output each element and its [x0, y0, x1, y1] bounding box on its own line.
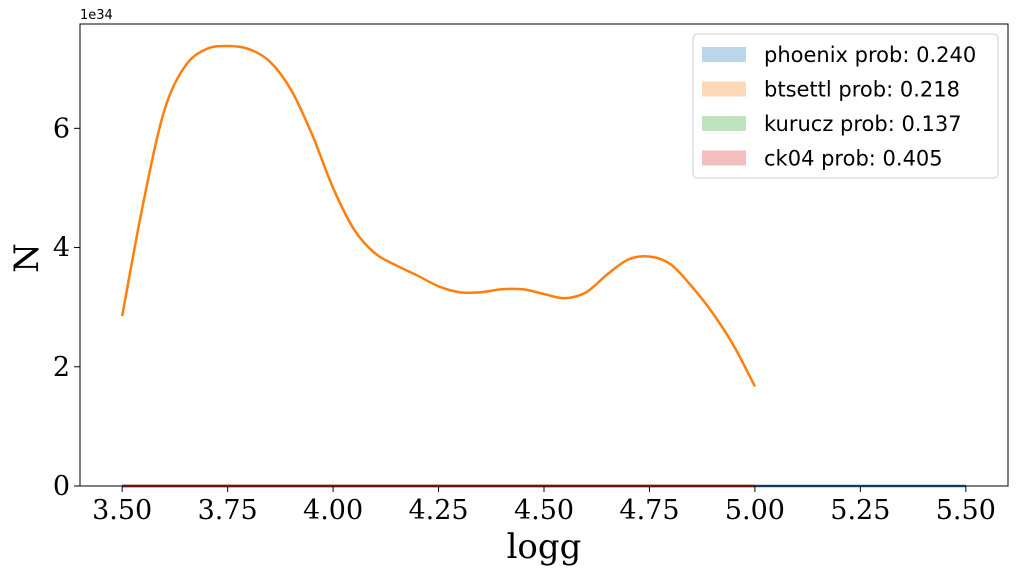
x-tick-label: 5.00	[725, 495, 785, 526]
x-tick-label: 3.50	[92, 495, 152, 526]
y-axis-ticks: 0 2 4 6	[53, 113, 80, 502]
y-tick-label: 2	[53, 352, 70, 383]
y-tick-label: 4	[53, 233, 70, 264]
x-tick-label: 3.75	[198, 495, 258, 526]
x-tick-label: 4.50	[514, 495, 574, 526]
series-line-btsettl	[120, 44, 757, 388]
y-axis-label: N	[7, 243, 47, 273]
legend-label: kurucz prob: 0.137	[764, 112, 962, 136]
y-tick-label: 0	[53, 471, 70, 502]
x-tick-label: 4.75	[619, 495, 679, 526]
legend-swatch	[702, 47, 746, 62]
legend-label: ck04 prob: 0.405	[764, 147, 943, 171]
x-axis-label: logg	[507, 527, 582, 567]
x-tick-label: 4.25	[408, 495, 468, 526]
legend-swatch	[702, 150, 746, 166]
legend-label: phoenix prob: 0.240	[764, 43, 976, 67]
x-tick-label: 5.50	[936, 495, 996, 526]
y-offset-text: 1e34	[80, 8, 113, 23]
legend: phoenix prob: 0.240 btsettl prob: 0.218 ku…	[692, 33, 999, 179]
y-tick-label: 6	[53, 113, 70, 144]
x-axis-ticks: 3.50 3.75 4.00 4.25 4.50 4.75 5.00 5.25 5.50	[92, 486, 996, 526]
x-tick-label: 4.00	[303, 495, 363, 526]
legend-swatch	[702, 116, 746, 131]
x-tick-label: 5.25	[830, 495, 890, 526]
legend-box	[692, 33, 999, 179]
legend-swatch	[702, 81, 746, 97]
legend-label: btsettl prob: 0.218	[764, 78, 960, 102]
